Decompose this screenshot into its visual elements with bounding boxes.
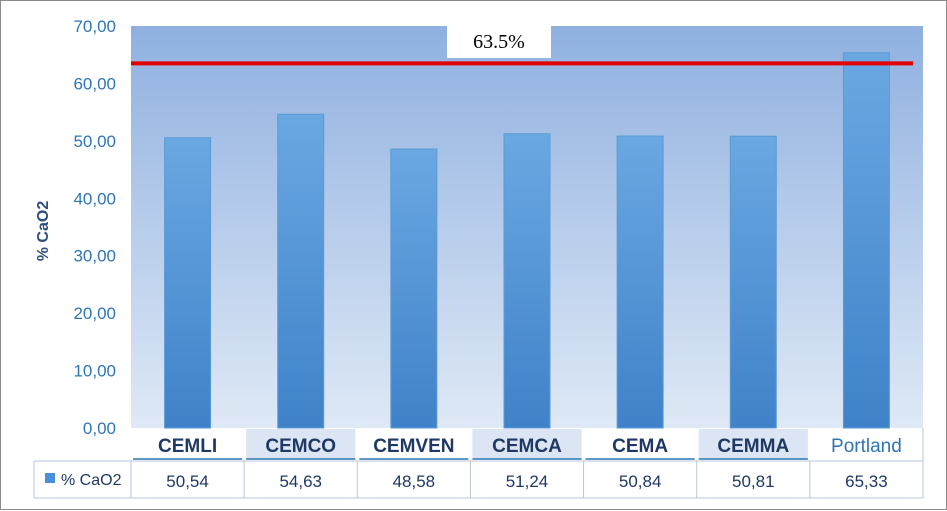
bar-cema [616,135,664,429]
category-axis: CEMLI CEMCO CEMVEN CEMCA CEMA CEMMA Portland [133,429,902,460]
table-value-cema: 50,84 [619,472,662,491]
bar-cemco [277,113,325,429]
y-tick-label: 20,00 [73,304,116,323]
bar-cemca [503,133,551,429]
y-axis: 0,00 10,00 20,00 30,00 40,00 50,00 60,00 70,00 [73,17,116,438]
legend-series-name: % CaO2 [61,472,122,489]
y-tick-label: 0,00 [83,419,116,438]
category-label-cemca: CEMCA [492,436,562,457]
category-cell-shade [698,429,808,459]
table-value-cemma: 50,81 [732,472,775,491]
y-tick-label: 30,00 [73,247,116,266]
category-label-portland: Portland [831,436,902,457]
category-label-cemco: CEMCO [265,436,336,457]
y-tick-label: 40,00 [73,189,116,208]
category-label-cemven: CEMVEN [373,436,454,457]
table-value-cemco: 54,63 [279,472,322,491]
y-tick-label: 60,00 [73,74,116,93]
category-cell-shade [472,429,582,459]
y-tick-label: 70,00 [73,17,116,36]
category-cell-shade [246,429,356,459]
bar-cemli [164,137,212,429]
table-value-cemven: 48,58 [393,472,436,491]
table-value-cemli: 50,54 [166,472,209,491]
bar-cemven [390,148,438,429]
y-tick-label: 50,00 [73,132,116,151]
bar-cemma [729,135,777,429]
legend-key [45,473,55,483]
table-value-portland: 65,33 [845,472,888,491]
y-tick-label: 10,00 [73,362,116,381]
bars [164,52,890,429]
bar-portland [842,52,890,429]
table-value-cemca: 51,24 [506,472,549,491]
category-label-cemli: CEMLI [158,436,217,457]
category-label-cemma: CEMMA [717,436,789,457]
reference-label: 63.5% [473,31,525,53]
category-label-cema: CEMA [612,436,668,457]
data-table: % CaO2 50,54 54,63 48,58 51,24 50,84 50,81 65,… [33,428,924,499]
reference-label-box [447,26,551,58]
y-axis-title: % CaO2 [35,201,52,262]
